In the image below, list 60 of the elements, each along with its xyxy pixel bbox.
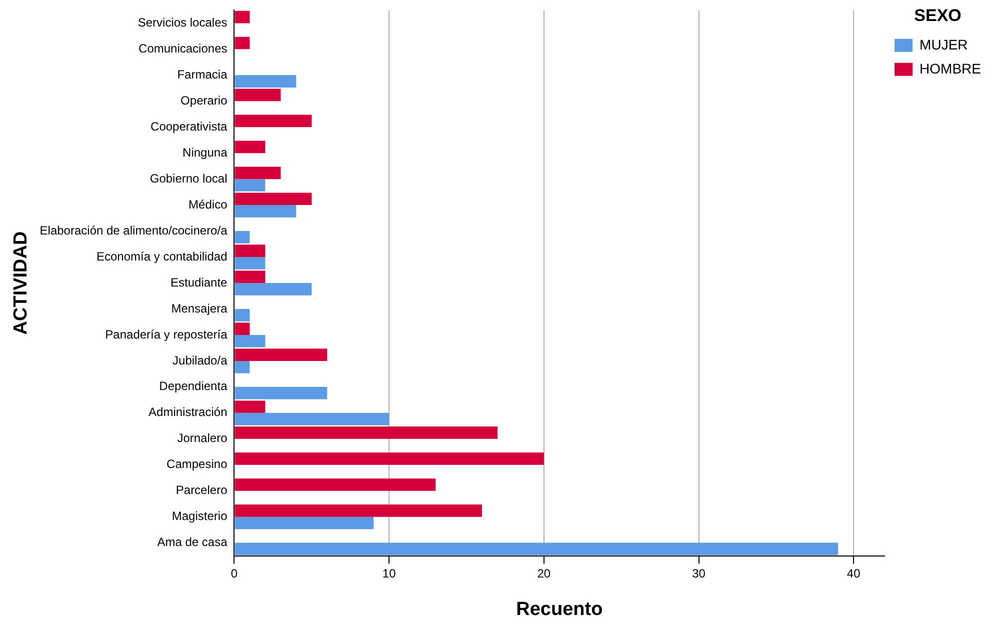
y-tick-label: Dependienta [159,379,228,394]
legend-label: MUJER [920,36,968,52]
y-tick-label: Parcelero [176,483,228,498]
x-tick-label: 20 [537,566,551,580]
bar [234,88,281,102]
y-tick-label: Servicios locales [138,16,228,30]
y-tick-label: Panadería y repostería [105,327,228,342]
y-tick-label: Mensajera [171,301,228,316]
y-axis-title: ACTIVIDAD [10,231,32,335]
y-tick-label: Ama de casa [157,535,228,550]
x-tick-label: 10 [382,566,396,580]
bar [234,75,296,88]
y-tick-label: Jubilado/a [172,353,228,368]
legend-label: HOMBRE [920,60,982,76]
bar [234,231,250,244]
bar [234,322,250,335]
bar [234,36,250,50]
bar [234,270,266,283]
x-tick-label: 0 [230,566,238,580]
bar [234,179,266,192]
legend-title: SEXO [914,6,962,26]
bar [234,386,328,400]
y-tick-label: Gobierno local [150,171,228,186]
bar [234,360,250,374]
y-tick-label: Economía y contabilidad [96,249,228,264]
y-tick-label: Estudiante [170,275,228,290]
x-axis-title: Recuento [516,598,603,620]
y-tick-label: Farmacia [177,67,228,82]
bar [234,140,266,154]
y-tick-label: Ninguna [182,145,228,160]
y-tick-label: Administración [148,405,228,420]
bar [234,10,250,24]
y-tick-label: Médico [188,197,228,212]
bar [234,166,281,180]
y-tick-label: Campesino [166,457,228,472]
bar [234,542,838,556]
y-tick-label: Cooperativista [150,119,228,134]
bar [234,348,328,361]
bar [234,452,544,465]
x-tick-label: 30 [692,566,706,580]
bar [234,205,296,218]
y-tick-label: Operario [180,93,228,108]
bar [234,244,266,258]
bar [234,257,266,270]
bar [234,412,390,426]
y-tick-label: Jornalero [177,431,228,446]
bar [234,478,436,491]
y-tick-label: Magisterio [172,509,228,524]
bar [234,334,266,348]
x-tick-label: 40 [846,566,861,580]
bar [234,504,482,517]
bar [234,516,374,530]
y-tick-label: Elaboración de alimento/cocinero/a [40,223,228,238]
bar [234,192,312,206]
bar [234,400,266,413]
y-tick-label: Comunicaciones [138,41,228,56]
bar [234,283,312,296]
bar [234,426,498,439]
bar [234,308,250,322]
bar [234,114,312,128]
